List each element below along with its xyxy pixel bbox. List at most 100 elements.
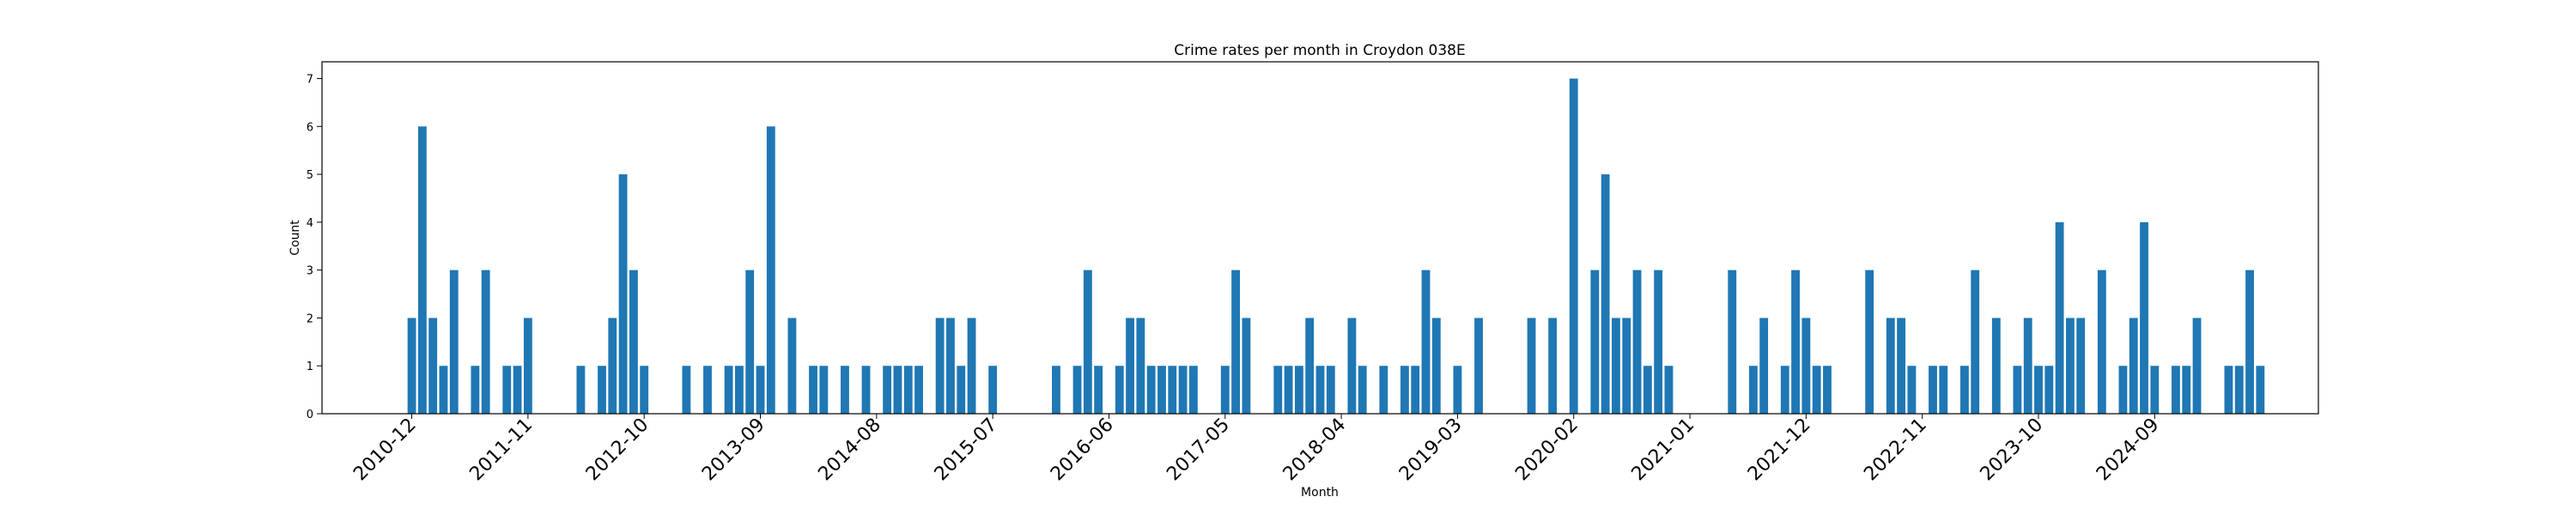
bar xyxy=(809,366,817,414)
bar xyxy=(2234,366,2244,414)
bar xyxy=(819,366,829,414)
x-axis-label: Month xyxy=(1301,486,1339,500)
bar xyxy=(1643,366,1652,414)
bar xyxy=(1157,366,1166,414)
bar xyxy=(1115,366,1124,414)
bar xyxy=(481,270,490,414)
bar xyxy=(1168,366,1177,414)
bar xyxy=(2245,270,2254,414)
bar xyxy=(439,366,448,414)
bar xyxy=(2129,318,2138,414)
bar xyxy=(2065,318,2075,414)
bar xyxy=(1929,366,1937,414)
bar xyxy=(1823,366,1832,414)
y-tick-label: 0 xyxy=(307,409,313,421)
bar xyxy=(1601,174,1610,414)
bar xyxy=(523,318,532,414)
bar xyxy=(1273,366,1283,414)
bar xyxy=(1347,318,1357,414)
bar xyxy=(471,366,480,414)
bar xyxy=(903,366,913,414)
bar xyxy=(967,318,976,414)
bar xyxy=(1421,270,1431,414)
bar xyxy=(1220,366,1230,414)
bar xyxy=(1453,366,1462,414)
bar xyxy=(1094,366,1103,414)
bar xyxy=(893,366,902,414)
bar xyxy=(629,270,638,414)
y-axis-label: Count xyxy=(289,220,302,256)
bar xyxy=(2076,318,2086,414)
bar xyxy=(861,366,871,414)
bar xyxy=(2182,366,2191,414)
bar xyxy=(1379,366,1388,414)
bar xyxy=(734,366,744,414)
y-tick-label: 2 xyxy=(307,312,313,325)
bar xyxy=(756,366,765,414)
bar xyxy=(1791,270,1800,414)
bar xyxy=(1897,318,1906,414)
bar xyxy=(1728,270,1737,414)
bar xyxy=(1780,366,1789,414)
bar xyxy=(1886,318,1895,414)
bar xyxy=(1474,318,1483,414)
bar xyxy=(428,318,438,414)
bar xyxy=(682,366,691,414)
bar xyxy=(1622,318,1631,414)
bar xyxy=(1812,366,1821,414)
bar xyxy=(1801,318,1811,414)
bar xyxy=(841,366,849,414)
bars-group xyxy=(407,78,2265,415)
bar xyxy=(1242,318,1251,414)
y-axis-ticks: 0 1 2 3 4 5 6 7 xyxy=(307,74,322,421)
bar xyxy=(618,174,628,414)
bar xyxy=(417,126,427,414)
bar xyxy=(2023,318,2032,414)
bar xyxy=(745,270,755,414)
bar xyxy=(1136,318,1145,414)
y-tick-label: 5 xyxy=(307,169,313,182)
bar xyxy=(883,366,892,414)
bar xyxy=(2192,318,2202,414)
bar xyxy=(1431,318,1441,414)
bar xyxy=(1569,78,1578,415)
bar xyxy=(640,366,649,414)
plot-area-frame xyxy=(321,61,2319,415)
bar xyxy=(1294,366,1303,414)
bar xyxy=(2150,366,2160,414)
bar xyxy=(407,318,416,414)
bar xyxy=(2140,221,2148,414)
bar xyxy=(1759,318,1769,414)
bar xyxy=(1865,270,1874,414)
bar xyxy=(2034,366,2043,414)
bar xyxy=(1971,270,1980,414)
bar xyxy=(1178,366,1188,414)
bar xyxy=(988,366,998,414)
bar xyxy=(1664,366,1674,414)
bar xyxy=(1146,366,1156,414)
bar xyxy=(724,366,733,414)
bar xyxy=(703,366,712,414)
bar xyxy=(2013,366,2022,414)
bar xyxy=(1612,318,1620,414)
y-tick-label: 6 xyxy=(307,121,313,134)
bar xyxy=(1305,318,1315,414)
bar xyxy=(1939,366,1948,414)
bar xyxy=(2044,366,2054,414)
chart-title: Crime rates per month in Croydon 038E xyxy=(1174,42,1465,59)
bar xyxy=(957,366,966,414)
y-tick-label: 1 xyxy=(307,360,313,373)
bar xyxy=(1527,318,1536,414)
bar xyxy=(2172,366,2180,414)
y-tick-label: 4 xyxy=(307,217,313,230)
bar xyxy=(1083,270,1092,414)
y-tick-label: 7 xyxy=(307,74,313,87)
bar xyxy=(2256,366,2265,414)
bar xyxy=(598,366,606,414)
bar xyxy=(2224,366,2233,414)
bar xyxy=(1907,366,1917,414)
bar xyxy=(1315,366,1325,414)
bar xyxy=(1231,270,1241,414)
bar xyxy=(1400,366,1409,414)
